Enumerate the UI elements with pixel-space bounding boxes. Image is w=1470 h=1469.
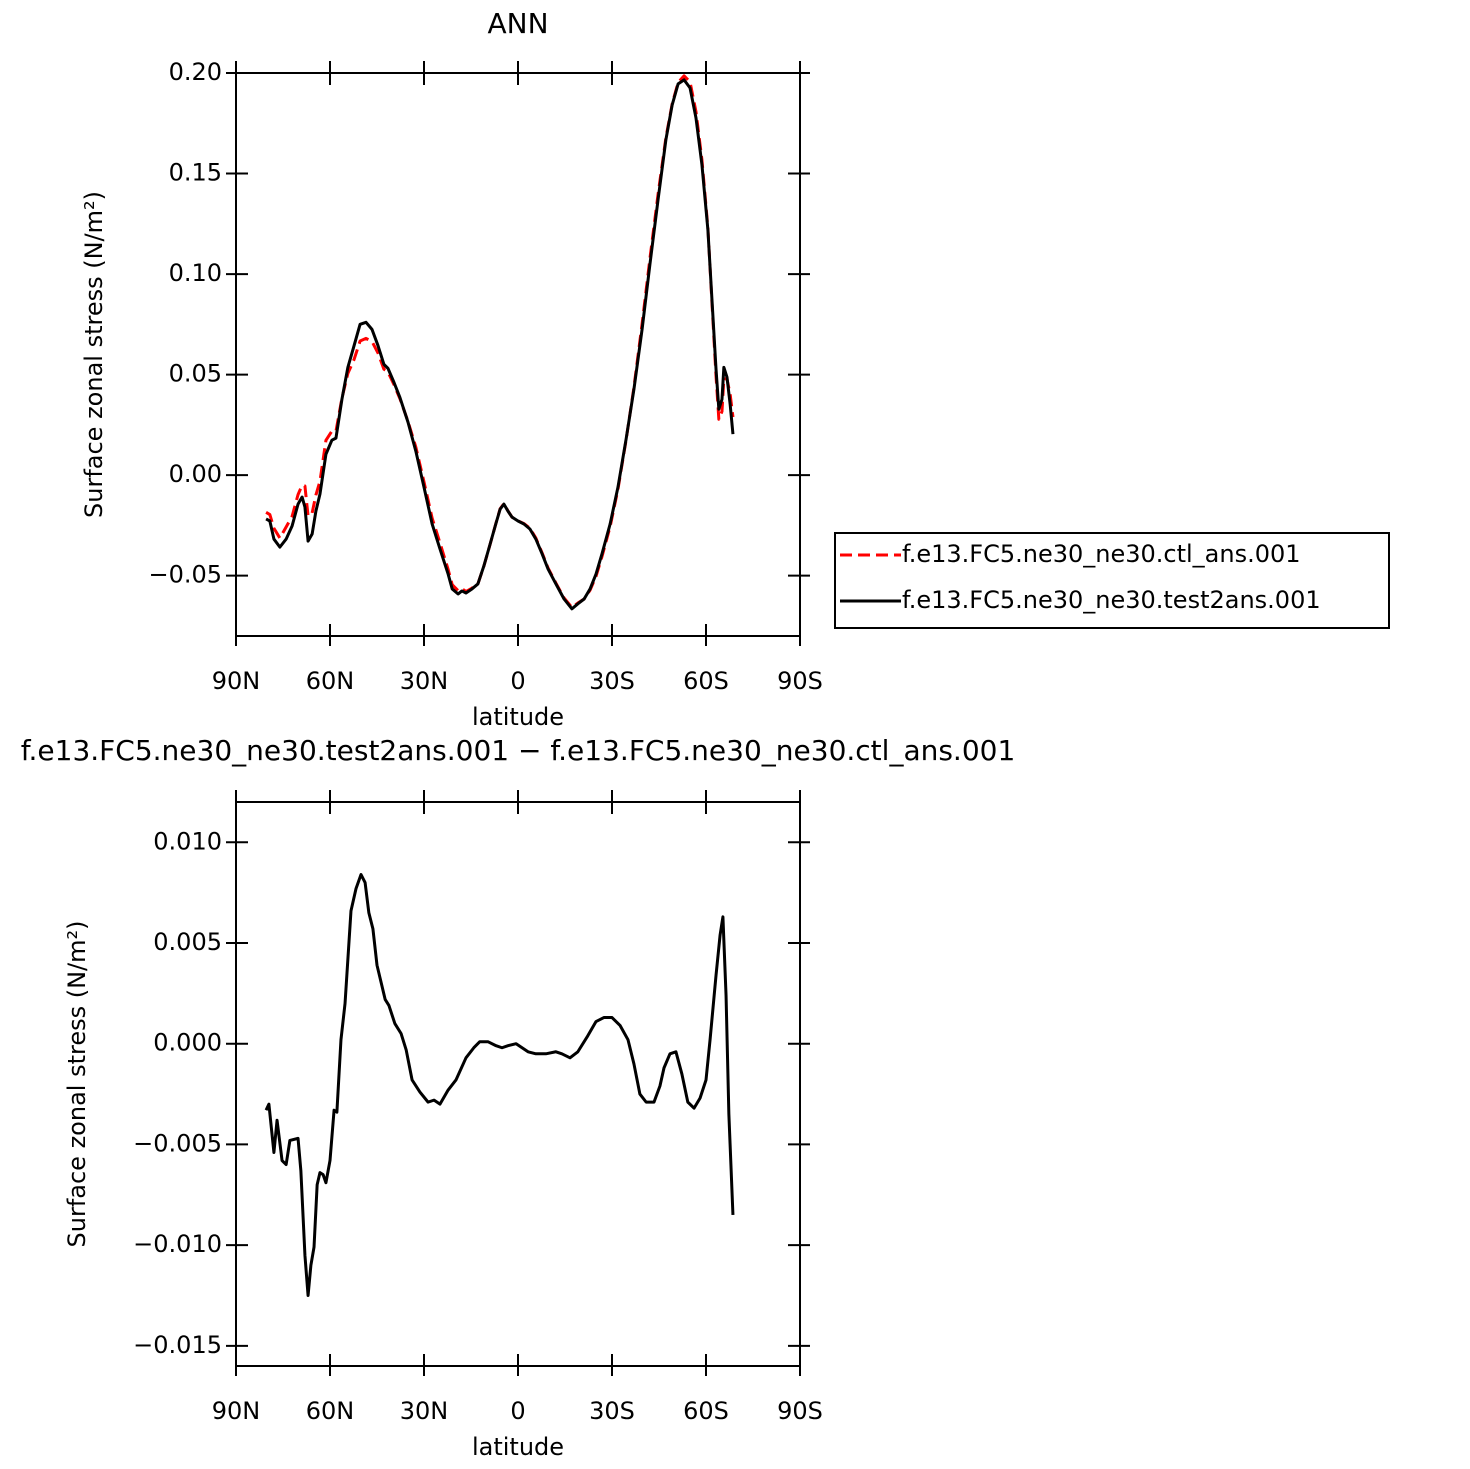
y-tick-label: 0.20	[169, 58, 222, 86]
y-tick-label: −0.005	[133, 1129, 222, 1157]
x-tick-label: 90N	[212, 667, 261, 695]
plot-frame	[235, 801, 801, 1367]
y-tick-label: 0.10	[169, 259, 222, 287]
x-tick-label: 90S	[777, 667, 823, 695]
legend-label: f.e13.FC5.ne30_ne30.ctl_ans.001	[902, 540, 1301, 568]
x-tick-label: 30N	[400, 1397, 449, 1425]
y-tick-label: −0.05	[148, 561, 222, 589]
x-tick-label: 30S	[589, 1397, 635, 1425]
x-axis-label: latitude	[472, 703, 564, 731]
y-tick-label: −0.010	[133, 1230, 222, 1258]
x-tick-label: 60N	[306, 1397, 355, 1425]
data-line	[265, 78, 735, 611]
y-tick-label: 0.15	[169, 159, 222, 187]
x-tick-label: 60S	[683, 667, 729, 695]
plot-frame	[235, 72, 801, 637]
x-axis-label: latitude	[472, 1433, 564, 1461]
x-tick-label: 60S	[683, 1397, 729, 1425]
y-tick-label: 0.00	[169, 460, 222, 488]
x-tick-label: 0	[510, 667, 525, 695]
y-axis-label: Surface zonal stress (N/m²)	[80, 191, 108, 518]
y-axis-label: Surface zonal stress (N/m²)	[63, 921, 91, 1248]
y-tick-label: 0.05	[169, 360, 222, 388]
chart-title: ANN	[487, 7, 548, 40]
legend: f.e13.FC5.ne30_ne30.ctl_ans.001 f.e13.FC5…	[834, 532, 1390, 629]
chart-title: f.e13.FC5.ne30_ne30.test2ans.001 − f.e13…	[21, 734, 1016, 767]
y-tick-label: 0.010	[153, 827, 222, 855]
y-tick-label: −0.015	[133, 1331, 222, 1359]
legend-box	[834, 532, 1390, 629]
x-tick-label: 0	[510, 1397, 525, 1425]
x-tick-label: 90N	[212, 1397, 261, 1425]
legend-label: f.e13.FC5.ne30_ne30.test2ans.001	[902, 586, 1321, 614]
x-tick-label: 30N	[400, 667, 449, 695]
x-tick-label: 90S	[777, 1397, 823, 1425]
x-tick-label: 30S	[589, 667, 635, 695]
data-line	[264, 873, 735, 1297]
x-tick-label: 60N	[306, 667, 355, 695]
y-tick-label: 0.005	[153, 928, 222, 956]
y-tick-label: 0.000	[153, 1029, 222, 1057]
